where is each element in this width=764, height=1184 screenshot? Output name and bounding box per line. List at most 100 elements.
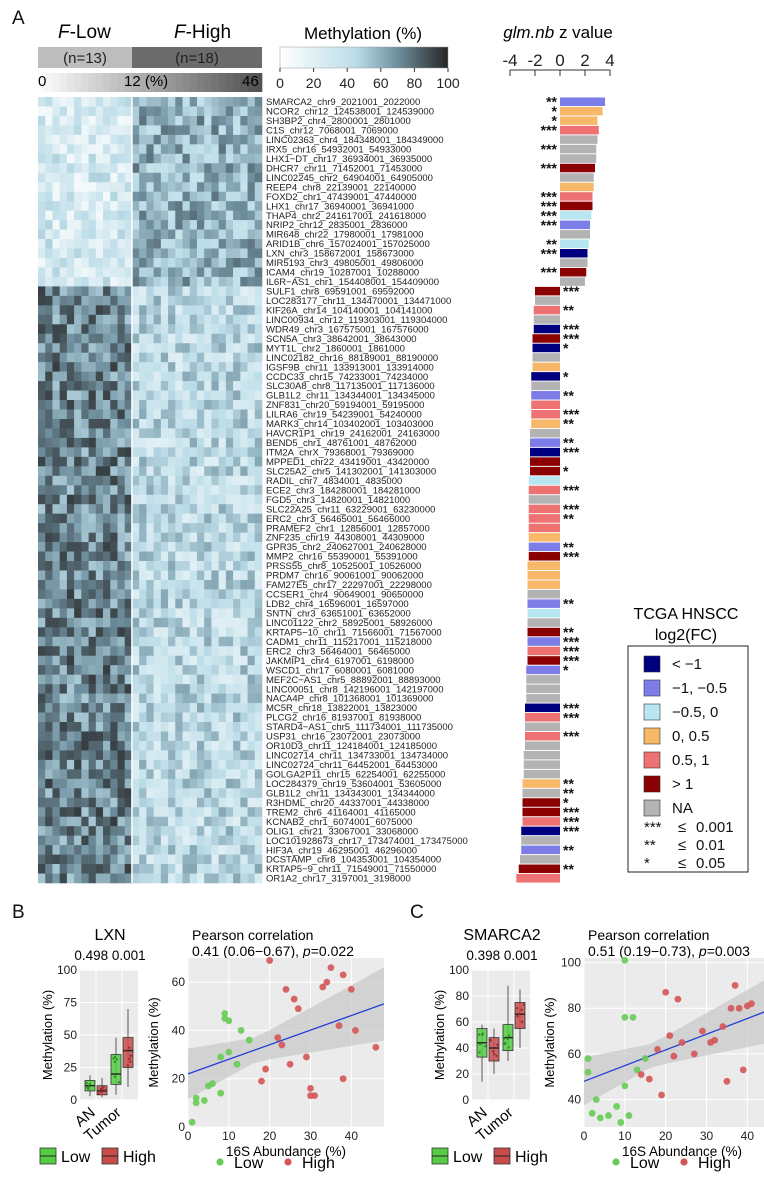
heatmap-cell <box>52 816 60 827</box>
heatmap-cell <box>240 684 248 694</box>
heatmap-cell <box>196 418 205 429</box>
heatmap-cell <box>153 418 162 429</box>
heatmap-cell <box>182 589 191 600</box>
gene-label: LILRA6_chr19_54239001_54240000 <box>266 410 422 421</box>
heatmap-cell <box>81 854 89 865</box>
heatmap-cell <box>182 239 191 249</box>
heatmap-cell <box>211 437 219 448</box>
heatmap-cell <box>196 504 205 514</box>
heatmap-cell <box>103 504 111 514</box>
box-jitter-point <box>522 1003 526 1006</box>
heatmap-cell <box>240 854 248 865</box>
heatmap-cell <box>124 873 133 884</box>
heatmap-cell <box>168 485 176 496</box>
heatmap-cell <box>103 314 111 325</box>
heatmap-cell <box>45 400 53 410</box>
y-tick-label: 75 <box>64 996 78 1010</box>
x-tick-label: 40 <box>345 1129 359 1143</box>
heatmap-cell <box>139 400 147 410</box>
heatmap-cell <box>211 722 219 732</box>
heatmap-cell <box>247 220 256 230</box>
scatter-subtitle: 0.51 (0.19−0.73), p=0.003 <box>588 943 750 959</box>
heatmap-cell <box>233 475 241 486</box>
heatmap-cell <box>103 172 111 183</box>
f-abundance-mid: 12 (%) <box>124 73 168 90</box>
heatmap-cell <box>124 191 133 202</box>
scatter-point-low <box>617 1119 625 1126</box>
significance-stars: ** <box>546 94 557 110</box>
heatmap-cell <box>240 409 248 420</box>
heatmap-cell <box>146 371 154 382</box>
heatmap-cell <box>160 305 169 316</box>
heatmap-cell <box>254 305 263 316</box>
box-jitter-point <box>128 1057 131 1061</box>
heatmap-cell <box>204 229 212 240</box>
heatmap-cell <box>204 494 212 505</box>
heatmap-cell <box>117 371 126 382</box>
heatmap-cell <box>189 286 198 297</box>
heatmap-cell <box>175 693 183 704</box>
heatmap-cell <box>103 248 111 259</box>
heatmap-cell <box>110 513 118 524</box>
heatmap-cell <box>196 788 205 799</box>
heatmap-cell <box>189 400 198 410</box>
heatmap-cell <box>218 778 227 789</box>
heatmap-cell <box>59 864 68 874</box>
significance-stars: *** <box>563 548 580 564</box>
heatmap-cell <box>124 286 133 297</box>
heatmap-cell <box>95 437 104 448</box>
heatmap-cell <box>45 267 53 278</box>
box-jitter-point <box>480 1033 484 1036</box>
heatmap-cell <box>146 172 154 183</box>
heatmap-cell <box>146 276 154 287</box>
heatmap-cell <box>117 362 126 372</box>
heatmap-cell <box>153 740 162 751</box>
heatmap-cell <box>189 276 198 287</box>
heatmap-cell <box>88 816 97 827</box>
heatmap-cell <box>168 523 176 533</box>
heatmap-cell <box>218 248 227 259</box>
heatmap-cell <box>218 712 227 723</box>
heatmap-cell <box>233 257 241 268</box>
gene-labels: SMARCA2_chr9_2021001_2022000NCOR2_chr12_… <box>266 97 468 885</box>
heatmap-cell <box>182 873 191 884</box>
heatmap-cell <box>225 778 234 789</box>
heatmap-cell <box>233 750 241 761</box>
heatmap-cell <box>189 220 198 230</box>
heatmap-cell <box>124 248 133 259</box>
heatmap-cell <box>254 722 263 732</box>
heatmap-cell <box>233 295 241 306</box>
heatmap-cell <box>146 807 154 818</box>
heatmap-cell <box>196 816 205 827</box>
heatmap-cell <box>146 153 154 164</box>
heatmap-cell <box>95 532 104 543</box>
heatmap-cell <box>168 153 176 164</box>
heatmap-cell <box>233 371 241 382</box>
heatmap-cell <box>254 523 263 533</box>
methylation-colorbar: Methylation (%) 0 20 40 60 80 100 <box>276 24 460 91</box>
zvalue-bar <box>528 514 560 523</box>
heatmap-cell <box>59 608 68 619</box>
heatmap-cell <box>204 759 212 770</box>
heatmap-cell <box>196 570 205 581</box>
box-jitter-point <box>129 1054 133 1057</box>
heatmap-cell <box>88 485 97 496</box>
heatmap-cell <box>38 826 46 836</box>
heatmap-cell <box>139 418 147 429</box>
heatmap-cell <box>196 352 205 363</box>
heatmap-cell <box>196 286 205 297</box>
heatmap-cell <box>38 703 46 713</box>
heatmap-cell <box>117 229 126 240</box>
heatmap-cell <box>254 750 263 761</box>
colorbar-gradient <box>279 46 449 69</box>
heatmap-cell <box>204 362 212 372</box>
heatmap-cell <box>38 551 46 562</box>
heatmap-cell <box>189 494 198 505</box>
heatmap-cell <box>160 750 169 761</box>
zvalue-bar <box>560 144 597 154</box>
heatmap-cell <box>211 276 219 287</box>
heatmap-cell <box>160 542 169 552</box>
heatmap-cell <box>139 97 147 107</box>
heatmap-cell <box>254 693 263 704</box>
significance-stars: *** <box>563 406 580 422</box>
